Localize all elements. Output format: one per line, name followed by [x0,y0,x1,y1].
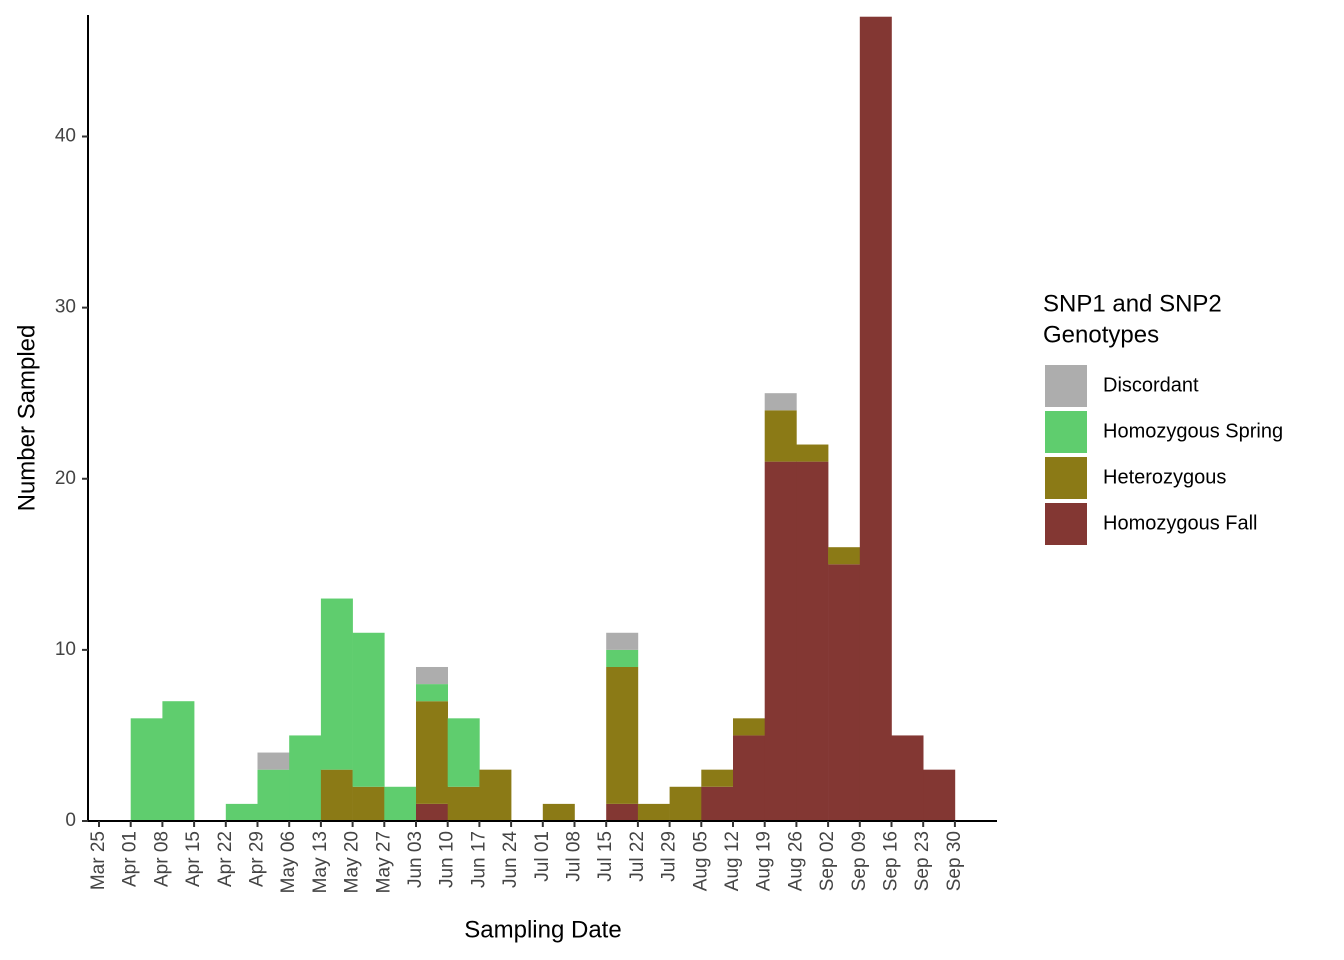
bar [891,735,924,821]
x-tick-label: Jul 15 [595,831,616,882]
x-tick-label: Apr 08 [151,831,172,887]
x-tick-label: Jun 24 [500,831,521,888]
bar [764,410,797,462]
x-tick-label: Sep 30 [944,831,965,891]
legend-swatch [1045,411,1087,453]
legend-label: Heterozygous [1103,466,1226,488]
bar [416,684,448,702]
y-axis-label: Number Sampled [13,325,40,512]
bar [320,769,353,821]
x-tick-label: Sep 09 [849,831,870,891]
bar [447,786,480,821]
x-tick-label: Sep 16 [881,831,902,891]
bar [606,666,639,804]
bar [606,803,639,821]
x-tick-label: Aug 12 [722,831,743,891]
bar [796,461,829,821]
y-tick-label: 40 [55,126,76,147]
x-tick-label: Jul 22 [627,831,648,882]
bar [923,769,956,821]
bar [479,769,512,821]
x-tick-label: May 06 [278,831,299,893]
y-tick-label: 0 [65,810,76,831]
bar [669,786,702,821]
x-tick-label: May 20 [342,831,363,893]
bar [384,786,417,821]
x-tick-label: Jul 29 [659,831,680,882]
x-tick-label: Sep 23 [912,831,933,891]
x-tick-label: Jun 03 [405,831,426,888]
x-tick-label: May 13 [310,831,331,893]
bar [257,752,290,770]
bar [225,803,258,821]
x-tick-label: Sep 02 [817,831,838,891]
bar [764,393,797,411]
x-tick-label: Aug 05 [690,831,711,891]
x-tick-label: Jul 08 [564,831,585,882]
bar [828,564,861,821]
legend-swatch [1045,457,1087,499]
legend-label: Homozygous Spring [1103,420,1283,442]
bar [701,786,734,821]
x-tick-label: Jun 10 [437,831,458,888]
x-tick-label: Jun 17 [468,831,489,888]
bar [606,632,639,650]
bar [859,16,892,822]
x-axis-label: Sampling Date [464,916,621,943]
bar [733,718,765,736]
legend-title: SNP1 and SNP2 [1043,290,1222,317]
legend-swatch [1045,365,1087,407]
bar [701,769,734,787]
legend-label: Homozygous Fall [1103,512,1258,534]
bar [828,547,861,565]
bar [416,803,448,821]
bar [289,735,322,821]
x-tick-label: Mar 25 [88,831,109,890]
bar [416,666,448,685]
legend-label: Discordant [1103,374,1199,396]
bar [447,718,480,787]
bar [130,718,163,821]
bar [352,632,385,787]
bar [257,769,290,821]
bar [542,803,575,821]
bar [733,735,765,821]
x-tick-label: Apr 22 [215,831,236,887]
bar [796,444,829,462]
x-tick-label: May 27 [373,831,394,893]
bar [764,461,797,821]
y-tick-label: 20 [55,468,76,489]
legend-title: Genotypes [1043,321,1159,348]
bar [320,598,353,770]
bar [352,786,385,821]
bar [606,649,639,667]
legend-swatch [1045,503,1087,545]
bar [637,803,670,821]
bar [162,701,195,821]
bar [416,701,448,804]
x-tick-label: Aug 26 [785,831,806,891]
x-tick-label: Aug 19 [754,831,775,891]
x-tick-label: Apr 15 [183,831,204,887]
x-tick-label: Apr 01 [120,831,141,887]
y-tick-label: 30 [55,297,76,318]
x-tick-label: Jul 01 [532,831,553,882]
x-tick-label: Apr 29 [247,831,268,887]
y-tick-label: 10 [55,639,76,660]
